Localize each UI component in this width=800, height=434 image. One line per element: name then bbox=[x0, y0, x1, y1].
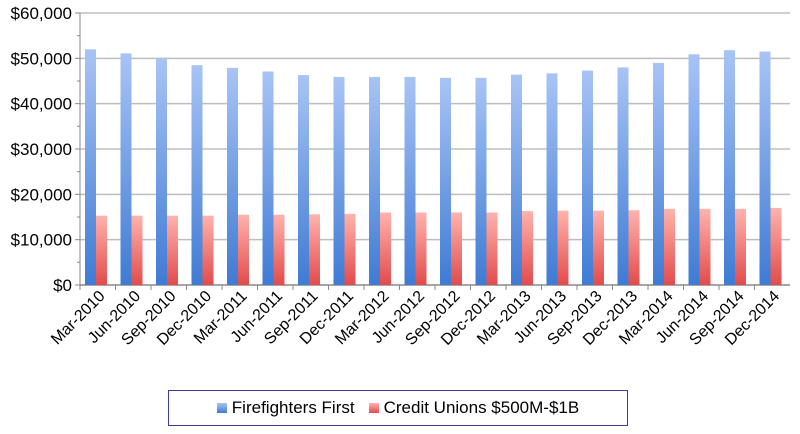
bar-firefighters-first bbox=[653, 62, 664, 285]
bar-firefighters-first bbox=[85, 49, 96, 286]
y-tick-label: $20,000 bbox=[11, 185, 72, 204]
bar-credit-unions bbox=[309, 214, 320, 285]
bar-firefighters-first bbox=[227, 67, 238, 285]
bar-credit-unions bbox=[344, 213, 356, 285]
bar-firefighters-first bbox=[724, 50, 735, 285]
bar-credit-unions bbox=[238, 214, 249, 285]
bar-firefighters-first bbox=[333, 76, 345, 285]
y-tick-label: $30,000 bbox=[11, 140, 72, 159]
bar-firefighters-first bbox=[688, 54, 700, 286]
bar-credit-unions bbox=[202, 215, 214, 285]
bar-firefighters-first bbox=[156, 58, 167, 286]
bar-credit-unions bbox=[699, 208, 711, 285]
bar-firefighters-first bbox=[369, 76, 380, 285]
bar-firefighters-first bbox=[511, 74, 522, 285]
bar-firefighters-first bbox=[617, 67, 629, 286]
bar-credit-unions bbox=[131, 215, 143, 285]
bar-firefighters-first bbox=[582, 70, 593, 285]
legend: Firefighters First Credit Unions $500M-$… bbox=[168, 390, 628, 426]
bar-firefighters-first bbox=[191, 65, 203, 285]
legend-item: Credit Unions $500M-$1B bbox=[368, 398, 580, 418]
bar-credit-unions bbox=[664, 208, 675, 285]
y-tick-label: $40,000 bbox=[11, 95, 72, 114]
bar-credit-unions bbox=[628, 210, 640, 285]
legend-item: Firefighters First bbox=[216, 398, 355, 418]
bar-firefighters-first bbox=[440, 77, 451, 286]
bar-credit-unions bbox=[770, 207, 782, 285]
bar-firefighters-first bbox=[759, 51, 771, 286]
bar-credit-unions bbox=[380, 212, 391, 285]
legend-swatch-red bbox=[368, 403, 379, 413]
legend-swatch-blue bbox=[216, 403, 227, 413]
bar-credit-unions bbox=[557, 210, 569, 285]
y-tick-label: $0 bbox=[53, 276, 72, 295]
y-tick-label: $10,000 bbox=[11, 231, 72, 250]
bar-credit-unions bbox=[273, 214, 285, 285]
bar-credit-unions bbox=[451, 212, 462, 285]
bar-firefighters-first bbox=[298, 75, 309, 286]
bar-firefighters-first bbox=[404, 76, 416, 285]
legend-label: Firefighters First bbox=[231, 398, 355, 417]
y-tick-label: $50,000 bbox=[11, 49, 72, 68]
bar-credit-unions bbox=[486, 212, 498, 285]
bar-credit-unions bbox=[167, 215, 178, 285]
bar-firefighters-first bbox=[120, 53, 132, 286]
bar-firefighters-first bbox=[546, 73, 558, 285]
bar-credit-unions bbox=[96, 215, 107, 285]
bar-firefighters-first bbox=[262, 71, 274, 285]
bar-credit-unions bbox=[735, 208, 746, 285]
y-tick-label: $60,000 bbox=[11, 4, 72, 23]
bar-firefighters-first bbox=[475, 77, 487, 286]
bar-credit-unions bbox=[593, 210, 604, 285]
bar-credit-unions bbox=[522, 211, 533, 285]
bar-credit-unions bbox=[415, 212, 427, 285]
legend-label: Credit Unions $500M-$1B bbox=[383, 398, 580, 417]
